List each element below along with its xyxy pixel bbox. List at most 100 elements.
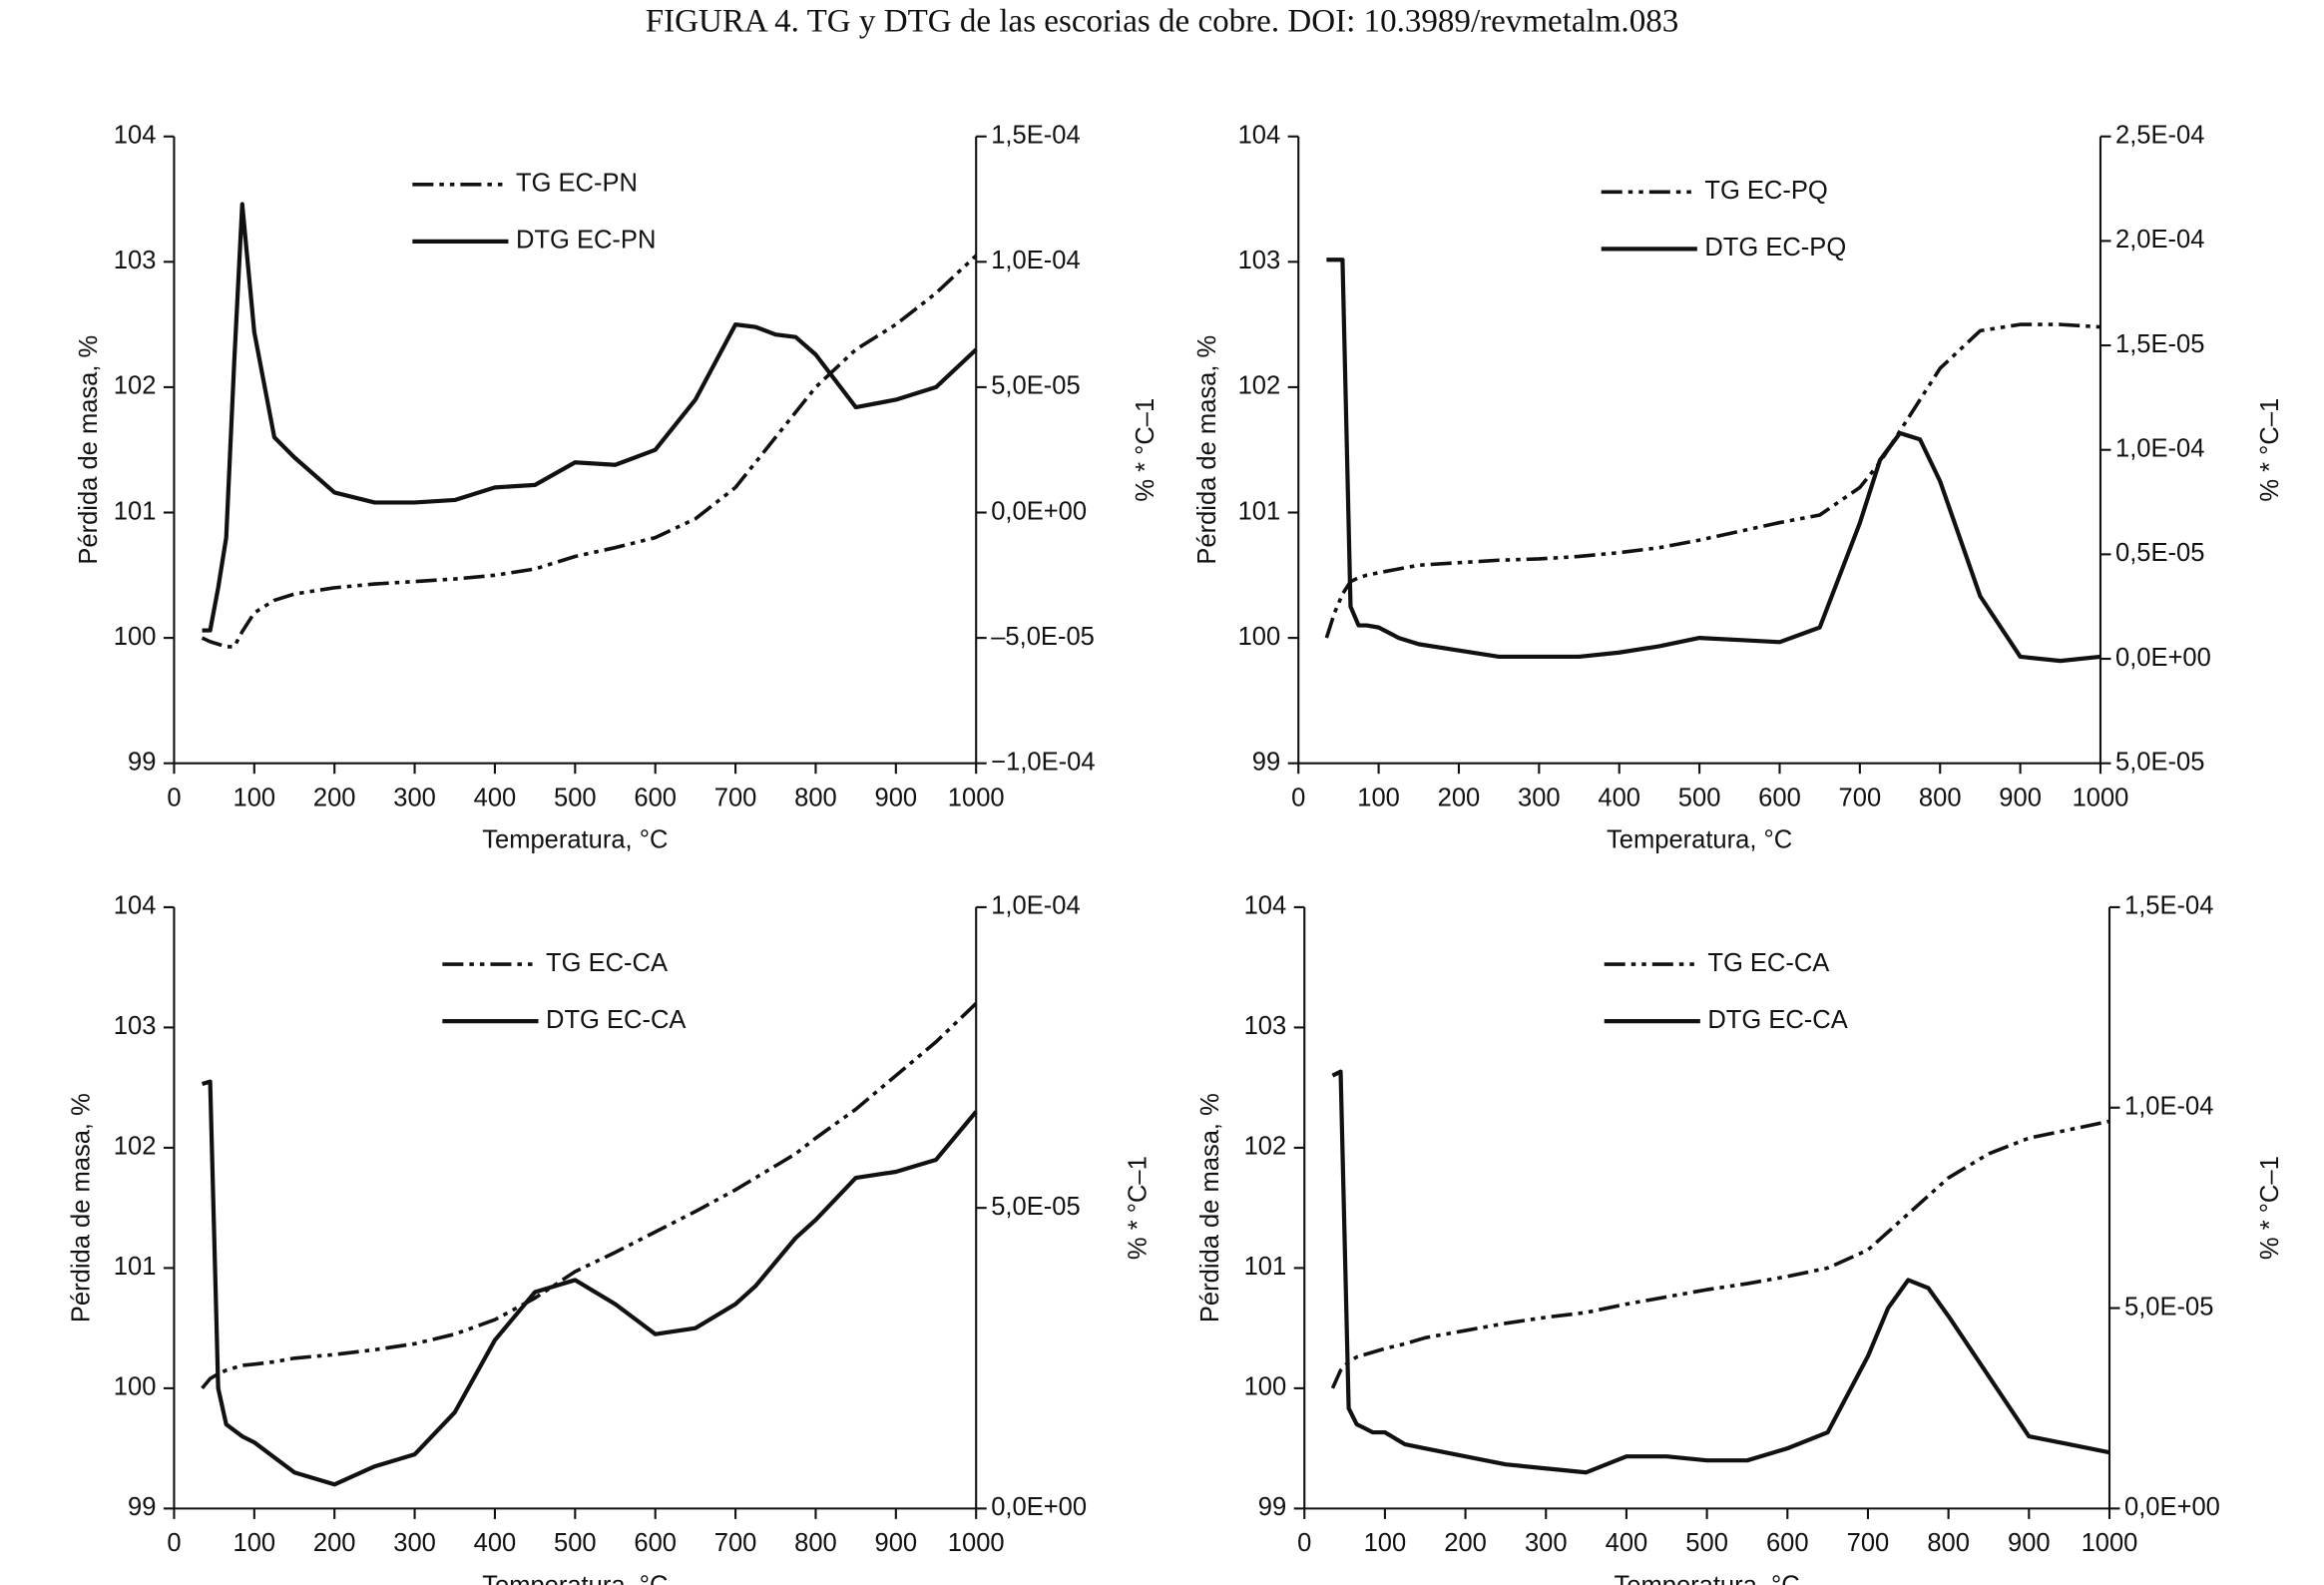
x-tick-label: 700	[714, 1529, 757, 1557]
x-tick-label: 800	[794, 1529, 837, 1557]
x-tick-label: 100	[1364, 1529, 1407, 1557]
y-tick-label: 101	[1244, 1253, 1287, 1281]
y2-tick-label: 2,5E-04	[2115, 121, 2204, 149]
y2-tick-label: 5,0E-05	[2115, 748, 2204, 776]
data-line	[1326, 258, 2101, 664]
data-line	[1324, 322, 2101, 639]
legend-label: TG EC-CA	[546, 949, 668, 977]
x-tick-label: 200	[1438, 785, 1481, 812]
y2-tick-label: 1,0E-04	[2115, 434, 2204, 462]
y-tick-label: 102	[1244, 1133, 1287, 1161]
data-line	[201, 1002, 978, 1390]
x-tick-label: 300	[1525, 1529, 1568, 1557]
y2-tick-label: 1,5E-04	[2124, 892, 2213, 920]
y-tick-label: 104	[114, 892, 157, 920]
x-tick-label: 1000	[948, 785, 1005, 812]
y-tick-label: 99	[1252, 748, 1280, 776]
chart-panel: 0 100 200 300 400 500 600 700 800 900 1000 99 100 101…	[1196, 892, 2284, 1585]
x-tick-label: 1000	[2082, 1529, 2138, 1557]
x-tick-label: 500	[554, 785, 597, 812]
y-axis-title: Pérdida de masa, %	[1193, 335, 1221, 565]
y2-tick-label: –5,0E-05	[991, 623, 1095, 651]
x-tick-label: 700	[1847, 1529, 1890, 1557]
x-tick-label: 400	[1598, 785, 1640, 812]
x-tick-label: 600	[1766, 1529, 1809, 1557]
x-tick-label: 200	[313, 785, 356, 812]
x-tick-label: 600	[634, 1529, 677, 1557]
y-tick-label: 100	[1244, 1373, 1287, 1401]
y2-tick-label: 1,5E-04	[991, 121, 1080, 149]
x-axis-title: Temperatura, °C	[1607, 826, 1792, 854]
y2-tick-label: 0,0E+00	[991, 497, 1087, 525]
y-tick-label: 102	[114, 1133, 157, 1161]
x-tick-label: 800	[794, 785, 837, 812]
y-tick-label: 104	[1238, 121, 1281, 149]
y-tick-label: 99	[128, 748, 156, 776]
y-tick-label: 99	[1258, 1493, 1286, 1521]
y2-tick-label: 1,0E-04	[2124, 1092, 2213, 1120]
x-tick-label: 700	[1839, 785, 1882, 812]
x-tick-label: 800	[1927, 1529, 1970, 1557]
x-tick-label: 300	[393, 1529, 436, 1557]
x-tick-label: 1000	[2073, 785, 2129, 812]
x-tick-label: 300	[393, 785, 436, 812]
y-tick-label: 101	[114, 497, 157, 525]
chart-panel: 0 100 200 300 400 500 600 700 800 900 1000 99 100 101…	[68, 892, 1153, 1585]
x-tick-label: 900	[2008, 1529, 2051, 1557]
data-line	[201, 254, 978, 649]
x-tick-label: 1000	[948, 1529, 1005, 1557]
y-tick-label: 100	[114, 623, 157, 651]
x-tick-label: 200	[1444, 1529, 1487, 1557]
y2-axis-title: % * °C–1	[1125, 1156, 1153, 1260]
y-tick-label: 103	[1244, 1012, 1287, 1040]
y-tick-label: 100	[1238, 623, 1281, 651]
x-tick-label: 600	[634, 785, 677, 812]
data-line	[201, 1079, 978, 1487]
x-axis-title: Temperatura, °C	[482, 1571, 668, 1585]
legend-label: TG EC-PN	[516, 170, 638, 198]
x-tick-label: 0	[167, 1529, 181, 1557]
x-tick-label: 600	[1758, 785, 1801, 812]
y-tick-label: 101	[114, 1253, 157, 1281]
y-axis-title: Pérdida de masa, %	[75, 335, 103, 565]
y2-tick-label: 1,0E-04	[991, 892, 1080, 920]
y-axis-title: Pérdida de masa, %	[1196, 1093, 1224, 1322]
y-tick-label: 103	[1238, 247, 1281, 274]
x-tick-label: 300	[1518, 785, 1561, 812]
x-tick-label: 500	[1685, 1529, 1728, 1557]
x-tick-label: 0	[1291, 785, 1305, 812]
y2-tick-label: 0,0E+00	[991, 1493, 1087, 1521]
y2-tick-label: 0,0E+00	[2115, 644, 2211, 672]
x-axis-title: Temperatura, °C	[482, 826, 668, 854]
y2-tick-label: 0,5E-05	[2115, 539, 2204, 567]
y-tick-label: 104	[1244, 892, 1287, 920]
x-tick-label: 900	[875, 1529, 918, 1557]
y-tick-label: 102	[114, 372, 157, 400]
y-tick-label: 99	[128, 1493, 156, 1521]
y-tick-label: 101	[1238, 497, 1281, 525]
y-tick-label: 102	[1238, 372, 1281, 400]
y2-tick-label: 1,5E-05	[2115, 330, 2204, 358]
y-axis-title: Pérdida de masa, %	[68, 1093, 96, 1322]
legend-label: DTG EC-CA	[546, 1006, 686, 1034]
x-tick-label: 100	[1357, 785, 1400, 812]
legend-label: DTG EC-CA	[1707, 1006, 1847, 1034]
x-tick-label: 0	[167, 785, 181, 812]
y2-tick-label: 5,0E-05	[991, 372, 1080, 400]
chart-panel: 0 100 200 300 400 500 600 700 800 900 1000 99 100 101…	[1193, 121, 2284, 853]
y2-axis-title: % * °C–1	[1132, 398, 1160, 502]
x-tick-label: 400	[474, 785, 517, 812]
legend-label: TG EC-PQ	[1704, 177, 1827, 205]
y2-tick-label: −1,0E-04	[991, 748, 1095, 776]
x-tick-label: 700	[714, 785, 757, 812]
y2-tick-label: 5,0E-05	[991, 1193, 1080, 1221]
y-tick-label: 104	[114, 121, 157, 149]
legend-label: DTG EC-PN	[516, 227, 656, 255]
y2-tick-label: 1,0E-04	[991, 247, 1080, 274]
x-tick-label: 400	[1606, 1529, 1648, 1557]
x-tick-label: 400	[474, 1529, 517, 1557]
legend-label: DTG EC-PQ	[1704, 234, 1846, 262]
y2-tick-label: 5,0E-05	[2124, 1293, 2213, 1321]
x-tick-label: 800	[1919, 785, 1962, 812]
